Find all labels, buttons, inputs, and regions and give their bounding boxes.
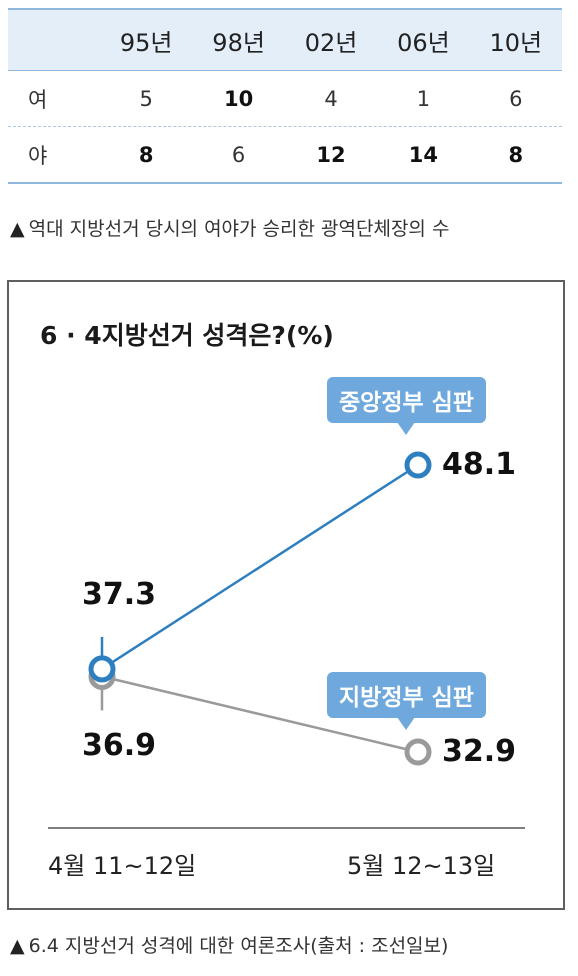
triangle-icon: ▲: [10, 218, 25, 240]
series-callout-central: 중앙정부 심판: [327, 377, 486, 435]
data-point: [88, 655, 116, 683]
table-cell: 4: [324, 86, 338, 111]
table-header-row: 95년 98년 02년 06년 10년: [8, 10, 562, 71]
column-header: 98년: [212, 28, 265, 57]
table-cell: 1: [416, 86, 431, 111]
series-layer: [88, 451, 432, 766]
row-label: 여: [28, 87, 48, 112]
callout-pointer: [397, 422, 416, 435]
table-cell: 6: [231, 142, 246, 167]
data-label: 37.3: [82, 576, 157, 612]
data-label: 48.1: [442, 447, 517, 482]
table-caption: ▲ 역대 지방선거 당시의 여야가 승리한 광역단체장의 수: [10, 214, 449, 241]
chart-caption-text: 6.4 지방선거 성격에 대한 여론조사(출처 : 조선일보): [28, 935, 449, 957]
table-cell: 8: [138, 142, 154, 167]
column-header: 02년: [304, 28, 358, 57]
chart-title: 6 · 4지방선거 성격은?(%): [40, 321, 334, 350]
table-cell: 5: [139, 86, 153, 111]
table-cell: 10: [223, 86, 254, 111]
series-callout-local: 지방정부 심판: [327, 672, 486, 730]
chart-caption: ▲ 6.4 지방선거 성격에 대한 여론조사(출처 : 조선일보): [10, 931, 448, 958]
column-header: 10년: [489, 28, 543, 57]
table-caption-text: 역대 지방선거 당시의 여야가 승리한 광역단체장의 수: [28, 218, 450, 240]
chart-frame: [7, 280, 565, 910]
table-cell: 14: [408, 142, 439, 167]
x-tick-label: 4월 11~12일: [48, 852, 197, 880]
row-label: 야: [28, 143, 48, 168]
column-header: 06년: [397, 28, 450, 57]
data-label: 32.9: [442, 734, 517, 769]
table-row-ruling: 여 5 10 4 1 6: [8, 71, 562, 127]
series-callout-label: 지방정부 심판: [327, 672, 486, 718]
table-top-rule: [8, 8, 562, 10]
series-line: [101, 675, 419, 754]
series-line: [101, 463, 419, 670]
table-bottom-rule: [8, 182, 562, 184]
series-callout-label: 중앙정부 심판: [327, 377, 486, 423]
column-header: 95년: [119, 28, 173, 57]
election-results-table: 95년 98년 02년 06년 10년 여 5 10 4 1 6 야 8 6 1…: [8, 8, 562, 184]
table-cell: 6: [509, 86, 523, 111]
data-point: [404, 451, 432, 479]
table-row-opposition: 야 8 6 12 14 8: [8, 127, 562, 182]
data-label: 36.9: [82, 728, 157, 764]
table-cell: 12: [316, 142, 346, 167]
table-cell: 8: [508, 142, 524, 167]
data-point: [404, 738, 432, 766]
triangle-icon: ▲: [10, 935, 25, 957]
callout-pointer: [397, 717, 416, 730]
x-tick-label: 5월 12~13일: [347, 852, 496, 880]
